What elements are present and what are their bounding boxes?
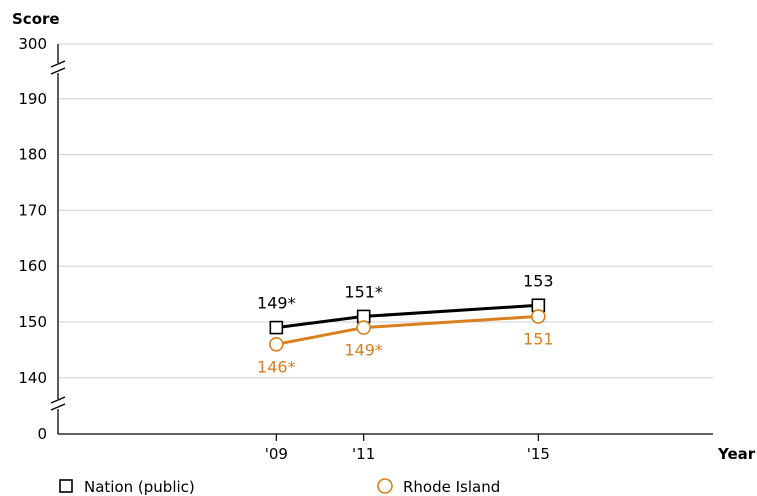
y-tick-label: 180 (18, 146, 47, 164)
y-tick-labels: 0 140 150 160 170 180 190 300 (18, 35, 47, 443)
data-label: 146* (257, 357, 296, 376)
axis-break (50, 396, 66, 411)
series-group: 149* 151* 153 146* 149* 151 (257, 271, 554, 376)
legend-item: Nation (public) (59, 478, 195, 496)
circle-marker (356, 320, 371, 335)
y-tick-label: 160 (18, 257, 47, 275)
legend-item: Rhode Island (377, 478, 500, 496)
data-label: 149* (344, 341, 383, 360)
square-marker (269, 320, 284, 335)
legend: Nation (public) Rhode Island (59, 478, 500, 496)
data-label: 153 (523, 271, 554, 290)
data-label: 149* (257, 294, 296, 313)
legend-label: Rhode Island (403, 478, 500, 496)
x-tick-label: '09 (265, 445, 288, 463)
x-tick-label: '15 (527, 445, 550, 463)
circle-marker (531, 309, 546, 324)
y-tick-label: 140 (18, 369, 47, 387)
gridlines (58, 43, 713, 379)
y-tick-label: 170 (18, 201, 47, 219)
y-tick-label: 0 (37, 425, 47, 443)
data-label: 151* (344, 282, 383, 301)
y-tick-label: 150 (18, 313, 47, 331)
legend-label: Nation (public) (84, 478, 195, 496)
x-tick-labels: '09 '11 '15 (265, 434, 550, 463)
y-tick-label: 300 (18, 35, 47, 53)
y-axis-title: Score (12, 10, 60, 28)
axis-break (50, 60, 66, 75)
legend-circle-icon (377, 478, 393, 494)
legend-square-icon (59, 479, 73, 493)
axes (50, 44, 713, 435)
series-nation: 149* 151* 153 (257, 271, 554, 335)
data-label: 151 (523, 329, 554, 348)
series-line (276, 314, 539, 346)
y-tick-label: 190 (18, 90, 47, 108)
circle-marker (269, 337, 284, 352)
x-tick-label: '11 (352, 445, 375, 463)
x-axis-title: Year (717, 445, 756, 463)
series-state: 146* 149* 151 (257, 309, 554, 376)
